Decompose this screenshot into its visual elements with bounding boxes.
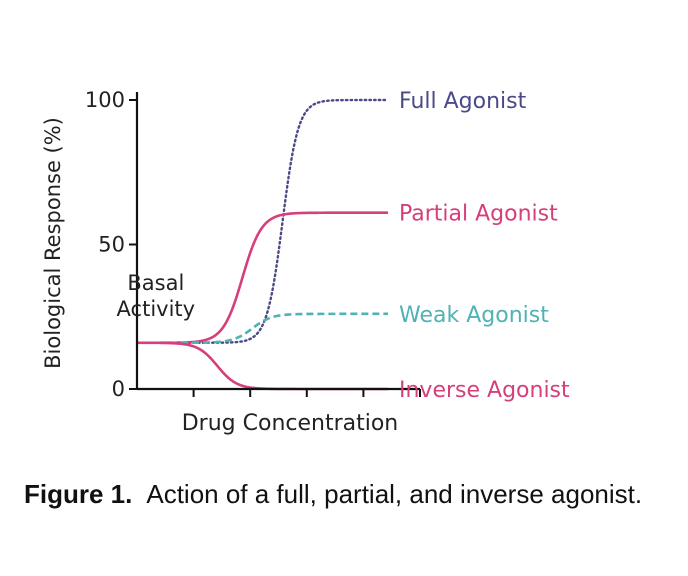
basal-activity-annotation: Activity: [117, 297, 196, 321]
y-tick-label: 0: [112, 377, 125, 401]
series-label: Full Agonist: [399, 89, 527, 114]
y-ticks: 0 50 100: [85, 88, 137, 401]
series-line-inverse-agonist: [137, 341, 388, 391]
y-tick-label: 50: [98, 233, 125, 257]
dose-response-chart: 0 50 100 Full Agonist Partial Agonist Weak A…: [41, 88, 570, 436]
series-label: Partial Agonist: [399, 202, 558, 227]
basal-activity-annotation: Basal: [127, 271, 184, 295]
plot-curves: [135, 98, 390, 391]
series-line-weak-agonist: [137, 312, 388, 345]
figure-caption-text: Action of a full, partial, and inverse a…: [146, 479, 643, 509]
x-axis-label: Drug Concentration: [182, 411, 399, 436]
series-labels: Full Agonist Partial Agonist Weak Agonist I…: [399, 89, 570, 403]
y-axis-label: Biological Response (%): [41, 117, 65, 369]
figure-caption-label: Figure 1.: [24, 479, 133, 509]
series-label: Weak Agonist: [399, 303, 549, 328]
figure-caption: Figure 1. Action of a full, partial, and …: [24, 478, 644, 511]
series-label: Inverse Agonist: [399, 378, 570, 403]
x-ticks: [192, 389, 421, 397]
y-tick-label: 100: [85, 88, 125, 112]
axes: [135, 92, 420, 391]
